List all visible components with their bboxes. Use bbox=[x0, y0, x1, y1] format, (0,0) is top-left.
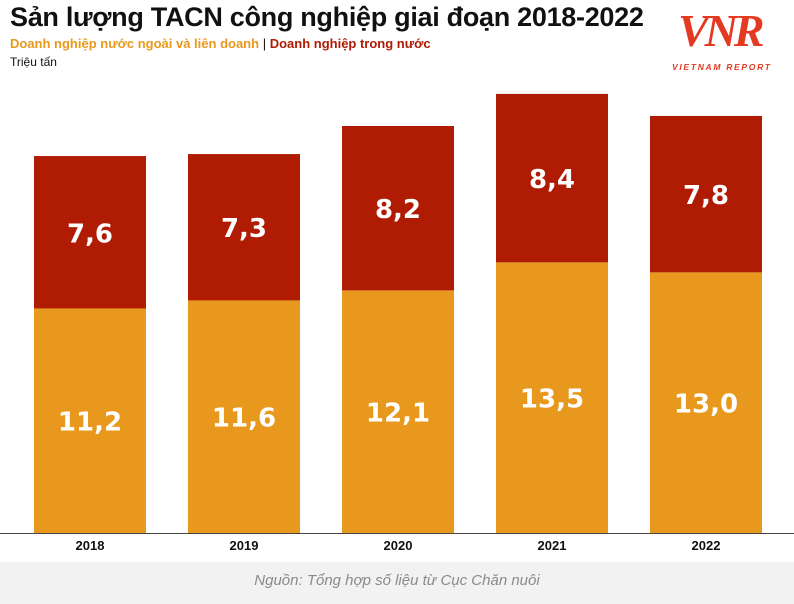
legend: Doanh nghiệp nước ngoài và liên doanh | … bbox=[10, 36, 431, 51]
x-tick-label-2020: 2020 bbox=[384, 538, 413, 553]
x-tick-label-2018: 2018 bbox=[76, 538, 105, 553]
x-tick-label-2021: 2021 bbox=[538, 538, 567, 553]
chart-title: Sản lượng TACN công nghiệp giai đoạn 201… bbox=[10, 2, 644, 32]
source-footer: Nguồn: Tổng hợp số liệu từ Cục Chăn nuôi bbox=[0, 562, 794, 604]
bar-foreign-2019 bbox=[188, 300, 300, 533]
legend-domestic: Doanh nghiệp trong nước bbox=[269, 36, 431, 51]
data-label-foreign-2021: 13,5 bbox=[520, 385, 584, 415]
legend-separator: | bbox=[262, 36, 267, 51]
stacked-bar-chart: 11,2 7,6 2018 11,6 7,3 2019 12,1 8,2 2020 13,5 8,4… bbox=[0, 93, 794, 553]
logo-mark: VNR bbox=[678, 5, 765, 56]
bar-domestic-2022 bbox=[650, 115, 762, 273]
bar-domestic-2019 bbox=[188, 154, 300, 301]
bar-domestic-2020 bbox=[342, 125, 454, 291]
data-label-domestic-2020: 8,2 bbox=[375, 195, 421, 225]
x-tick-label-2022: 2022 bbox=[692, 538, 721, 553]
bar-domestic-2021 bbox=[496, 93, 608, 263]
bar-foreign-2020 bbox=[342, 290, 454, 533]
legend-foreign: Doanh nghiệp nước ngoài và liên doanh bbox=[10, 36, 260, 51]
bar-foreign-2022 bbox=[650, 272, 762, 533]
bar-domestic-2018 bbox=[34, 156, 146, 309]
data-label-domestic-2019: 7,3 bbox=[221, 214, 267, 244]
data-label-foreign-2020: 12,1 bbox=[366, 399, 430, 429]
data-label-domestic-2021: 8,4 bbox=[529, 165, 575, 195]
data-label-foreign-2019: 11,6 bbox=[212, 404, 276, 434]
bar-foreign-2018 bbox=[34, 308, 146, 533]
bar-foreign-2021 bbox=[496, 262, 608, 533]
x-tick-label-2019: 2019 bbox=[230, 538, 259, 553]
unit-label: Triệu tấn bbox=[10, 55, 57, 69]
data-label-foreign-2022: 13,0 bbox=[674, 390, 738, 420]
source-text: Nguồn: Tổng hợp số liệu từ Cục Chăn nuôi bbox=[254, 572, 540, 589]
logo-subtitle: VIETNAM REPORT bbox=[672, 62, 772, 72]
data-label-domestic-2018: 7,6 bbox=[67, 219, 113, 249]
data-label-domestic-2022: 7,8 bbox=[683, 181, 729, 211]
vietnam-report-logo: VNR VIETNAM REPORT bbox=[672, 4, 772, 76]
data-label-foreign-2018: 11,2 bbox=[58, 408, 122, 438]
